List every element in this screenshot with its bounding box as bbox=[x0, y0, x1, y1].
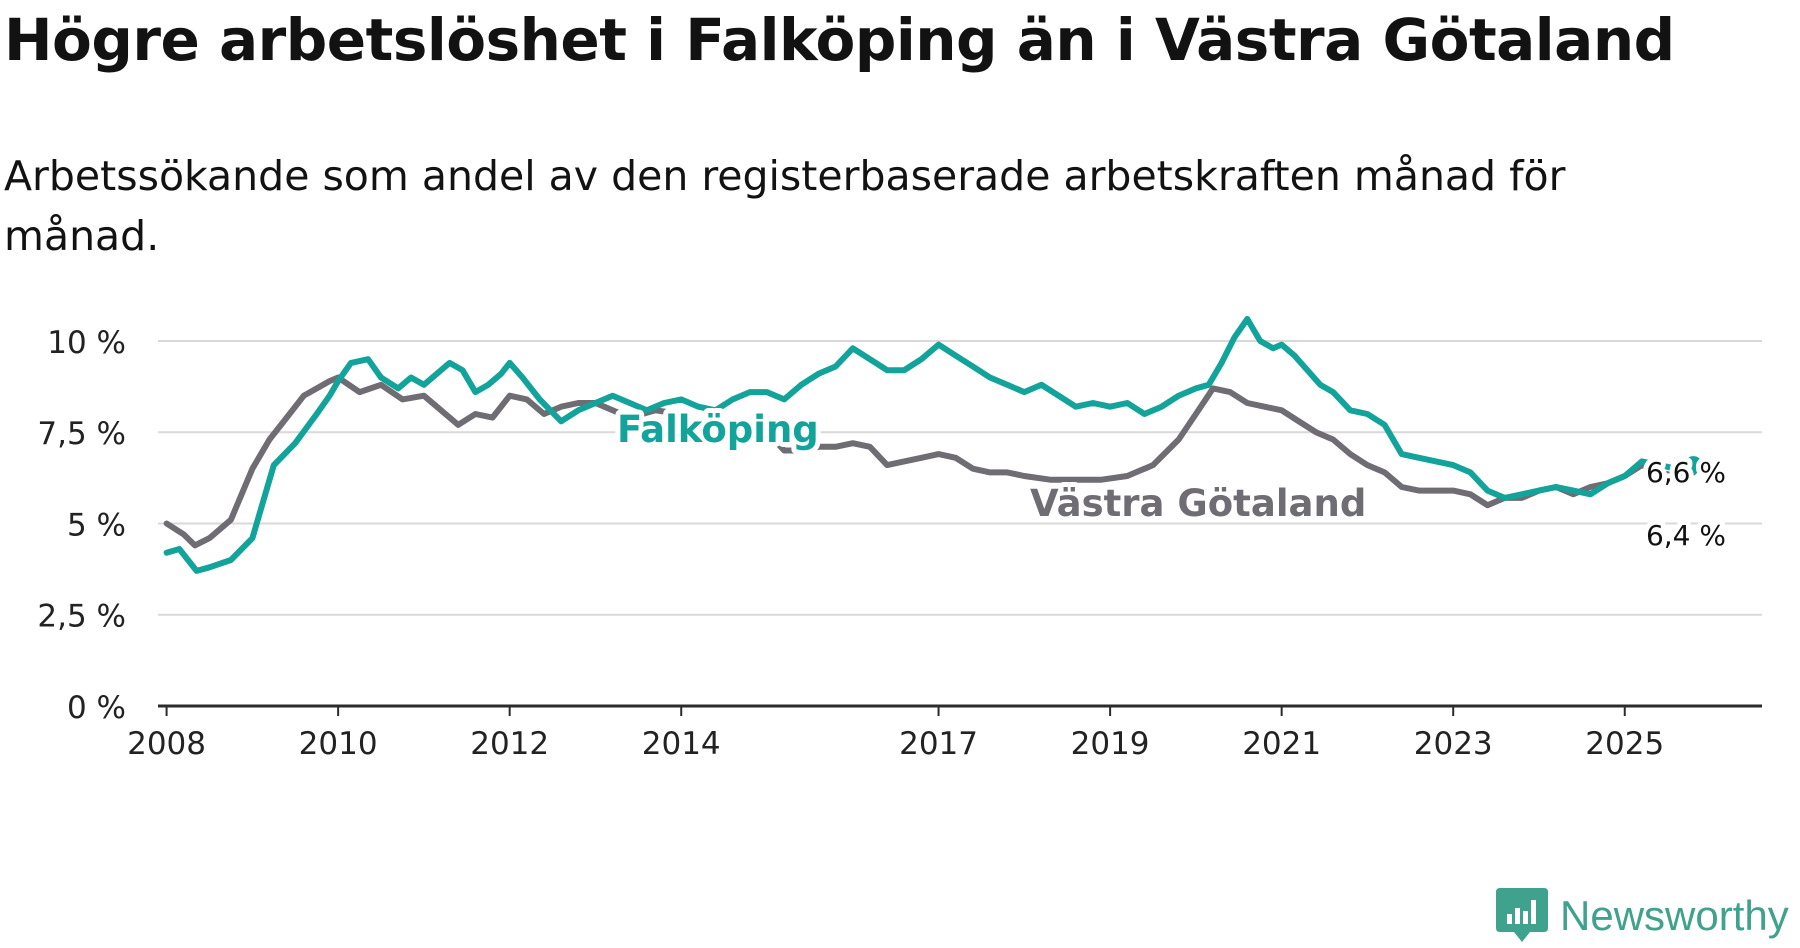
end-point-marker bbox=[1684, 456, 1703, 475]
x-tick-label: 2014 bbox=[642, 726, 721, 762]
x-tick-label: 2008 bbox=[127, 726, 206, 762]
x-tick-label: 2023 bbox=[1414, 726, 1493, 762]
series-label-vastra-gotaland: Västra Götaland bbox=[1030, 482, 1366, 525]
series-labels: Falköping Västra Götaland 6,6 % 6,4 % bbox=[612, 403, 1731, 557]
y-tick-label: 7,5 % bbox=[37, 416, 126, 452]
y-tick-label: 2,5 % bbox=[37, 599, 126, 635]
x-tick-label: 2019 bbox=[1071, 726, 1150, 762]
y-tick-label: 10 % bbox=[47, 325, 126, 361]
series-line-falkoping bbox=[163, 316, 1697, 574]
x-tick-label: 2025 bbox=[1585, 726, 1664, 762]
x-axis: 2008 2010 2012 2014 2017 2019 2021 2023 2025 bbox=[127, 704, 1762, 762]
end-value-falkoping: 6,6 % bbox=[1646, 456, 1726, 489]
end-value-vastra-gotaland: 6,4 % bbox=[1646, 519, 1726, 552]
logo-text: Newsworthy bbox=[1560, 892, 1789, 939]
chart-subtitle: Arbetssökande som andel av den registerb… bbox=[4, 152, 1566, 260]
series-line-vastra-gotaland bbox=[163, 374, 1697, 549]
y-tick-label: 5 % bbox=[67, 507, 126, 543]
y-axis: 0 % 2,5 % 5 % 7,5 % 10 % bbox=[37, 325, 126, 726]
x-tick-label: 2012 bbox=[470, 726, 549, 762]
newsworthy-logo: Newsworthy bbox=[1496, 888, 1796, 948]
series-label-falkoping: Falköping bbox=[617, 408, 819, 451]
x-tick-label: 2021 bbox=[1242, 726, 1321, 762]
gridlines bbox=[158, 339, 1762, 616]
x-tick-label: 2017 bbox=[899, 726, 978, 762]
newsworthy-logo-icon bbox=[1496, 888, 1548, 942]
series-lines bbox=[163, 316, 1703, 574]
y-tick-label: 0 % bbox=[67, 690, 126, 726]
chart-title: Högre arbetslöshet i Falköping än i Väst… bbox=[4, 6, 1675, 74]
x-tick-label: 2010 bbox=[299, 726, 378, 762]
